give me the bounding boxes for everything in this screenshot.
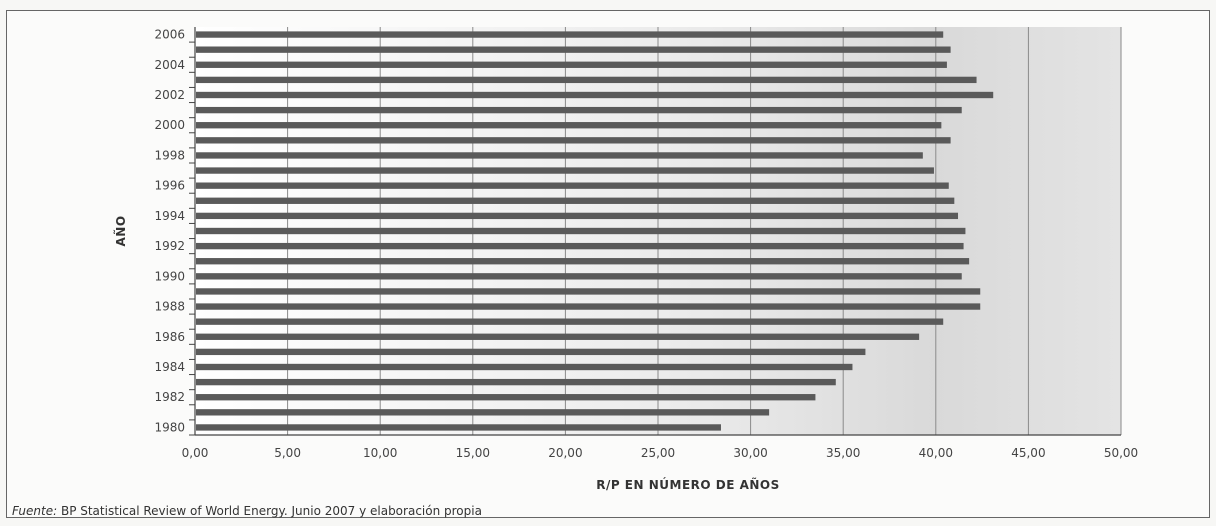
- bar-1993: [196, 227, 966, 235]
- y-tick-labels: 1980 1982 1984 1986 1988 1990 1992 1994 1996 1998…: [154, 28, 185, 435]
- x-tick-labels: 0,00 5,00 10,00 15,00 20,00 25,00 30,00 35,00 40…: [182, 446, 1139, 460]
- bar-2000: [196, 122, 942, 129]
- y-tick-label: 1998: [154, 148, 185, 162]
- source-text: BP Statistical Review of World Energy. J…: [57, 504, 482, 518]
- bar-1999: [196, 137, 951, 144]
- y-tick-label: 2002: [154, 88, 185, 102]
- y-tick-label: 2004: [154, 58, 185, 72]
- bar-1981: [196, 409, 770, 416]
- bar-1987: [196, 318, 944, 325]
- bar-1982: [196, 394, 816, 401]
- y-tick-label: 1992: [154, 239, 185, 253]
- x-tick-label: 10,00: [363, 446, 397, 460]
- bar-2006: [196, 31, 944, 38]
- x-tick-label: 35,00: [826, 446, 860, 460]
- bar-1989: [196, 288, 981, 295]
- source-label: Fuente:: [12, 504, 58, 518]
- y-tick-label: 1988: [154, 300, 185, 314]
- y-tick-label: 2006: [154, 28, 185, 42]
- y-tick-label: 1980: [154, 420, 185, 434]
- chart-frame: 0,00 5,00 10,00 15,00 20,00 25,00 30,00 35,00 40…: [6, 10, 1210, 518]
- bar-1988: [196, 303, 981, 310]
- bar-1994: [196, 212, 959, 220]
- x-tick-label: 5,00: [274, 446, 301, 460]
- bar-1997: [196, 167, 934, 174]
- bar-chart: 0,00 5,00 10,00 15,00 20,00 25,00 30,00 35,00 40…: [113, 27, 1139, 492]
- x-tick-label: 50,00: [1104, 446, 1138, 460]
- y-tick-label: 1984: [154, 360, 185, 374]
- bar-1992: [196, 242, 964, 250]
- bar-2003: [196, 76, 977, 84]
- bar-2005: [196, 46, 951, 53]
- bar-1990: [196, 273, 962, 280]
- x-tick-label: 45,00: [1011, 446, 1045, 460]
- bar-1983: [196, 378, 836, 386]
- x-tick-label: 15,00: [456, 446, 490, 460]
- bar-series: [196, 31, 994, 431]
- x-tick-label: 25,00: [641, 446, 675, 460]
- y-tick-label: 1994: [154, 209, 185, 223]
- bar-1984: [196, 363, 853, 371]
- x-tick-label: 20,00: [548, 446, 582, 460]
- bar-2002: [196, 91, 994, 99]
- source-note: Fuente: BP Statistical Review of World E…: [12, 504, 482, 518]
- x-tick-label: 40,00: [919, 446, 953, 460]
- bar-2004: [196, 61, 947, 68]
- bar-1991: [196, 258, 970, 265]
- bar-1980: [196, 424, 721, 431]
- bar-1996: [196, 182, 949, 189]
- x-tick-label: 0,00: [182, 446, 209, 460]
- y-tick-label: 1982: [154, 390, 185, 404]
- bar-1995: [196, 197, 955, 204]
- bar-2001: [196, 106, 962, 114]
- bar-1985: [196, 348, 866, 356]
- x-axis-title: R/P EN NÚMERO DE AÑOS: [596, 477, 780, 492]
- y-tick-label: 2000: [154, 118, 185, 132]
- x-tick-label: 30,00: [733, 446, 767, 460]
- bar-1998: [196, 152, 923, 159]
- y-tick-label: 1996: [154, 179, 185, 193]
- y-tick-label: 1990: [154, 269, 185, 283]
- y-tick-label: 1986: [154, 330, 185, 344]
- axes: [189, 27, 1121, 436]
- bar-1986: [196, 333, 920, 340]
- y-axis-title: AÑO: [113, 215, 128, 246]
